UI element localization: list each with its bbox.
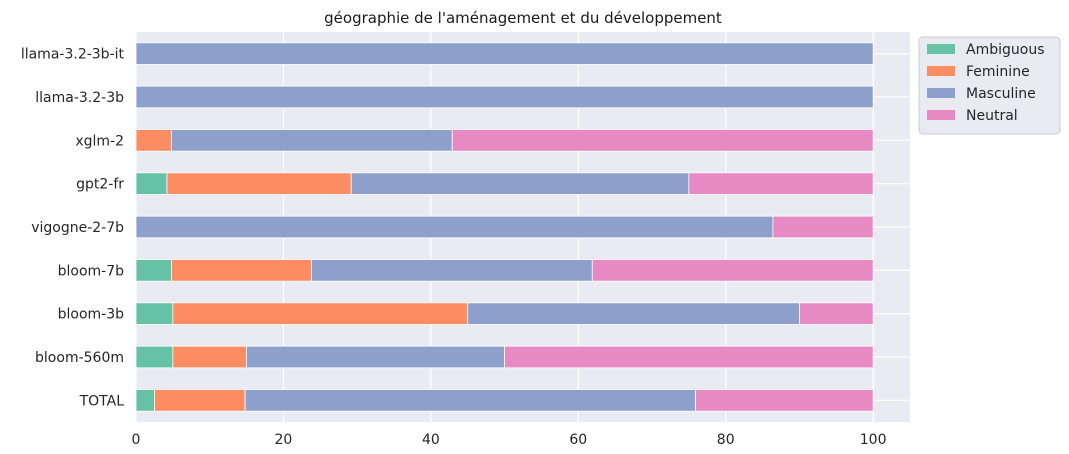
y-tick-label: llama-3.2-3b-it bbox=[21, 47, 125, 63]
y-tick-labels: llama-3.2-3b-it llama-3.2-3b xglm-2 gpt2-fr… bbox=[21, 47, 125, 410]
x-tick-label: 40 bbox=[422, 432, 440, 448]
bar-segment-neutral bbox=[799, 302, 874, 325]
x-tick-label: 60 bbox=[569, 432, 587, 448]
x-tick-label: 80 bbox=[717, 432, 735, 448]
chart-title: géographie de l'aménagement et du dévelo… bbox=[324, 9, 722, 27]
bar-segment-masculine bbox=[170, 129, 453, 152]
bar-segment-neutral bbox=[695, 389, 874, 412]
legend: Ambiguous Feminine Masculine Neutral bbox=[918, 36, 1061, 135]
bar-segment-neutral bbox=[688, 172, 874, 195]
y-tick-label: gpt2-fr bbox=[76, 177, 124, 193]
bar-segment-neutral bbox=[772, 215, 874, 239]
legend-label-ambiguous: Ambiguous bbox=[966, 42, 1044, 58]
bar-segment-ambiguous bbox=[135, 302, 174, 325]
y-tick-label: TOTAL bbox=[79, 393, 125, 409]
legend-label-feminine: Feminine bbox=[966, 64, 1030, 80]
x-tick-labels: 0 20 40 60 80 100 bbox=[132, 432, 887, 448]
bar-segment-neutral bbox=[451, 129, 874, 152]
bar-segment-neutral bbox=[591, 259, 874, 282]
bar-segment-masculine bbox=[467, 302, 800, 325]
legend-label-masculine: Masculine bbox=[966, 86, 1036, 102]
x-tick-label: 100 bbox=[860, 432, 887, 448]
legend-box bbox=[918, 36, 1061, 135]
y-tick-label: vigogne-2-7b bbox=[31, 220, 124, 236]
bar-segment-ambiguous bbox=[135, 259, 172, 282]
legend-swatch-feminine bbox=[927, 66, 955, 76]
bar-segment-masculine bbox=[135, 85, 874, 109]
bar-segment-masculine bbox=[135, 42, 874, 65]
bar-segment-ambiguous bbox=[135, 345, 174, 369]
bar-segment-masculine bbox=[311, 259, 593, 282]
bars bbox=[135, 42, 874, 412]
bar-segment-masculine bbox=[244, 389, 696, 412]
bar-segment-masculine bbox=[135, 215, 774, 239]
bar-segment-feminine bbox=[172, 345, 247, 369]
bar-segment-feminine bbox=[166, 172, 352, 195]
legend-swatch-neutral bbox=[927, 110, 955, 120]
y-tick-label: bloom-7b bbox=[58, 263, 125, 279]
y-tick-label: bloom-3b bbox=[58, 307, 125, 323]
bar-segment-masculine bbox=[350, 172, 690, 195]
y-tick-label: bloom-560m bbox=[35, 350, 124, 366]
bar-segment-feminine bbox=[135, 129, 172, 152]
x-tick-label: 20 bbox=[275, 432, 293, 448]
bar-segment-ambiguous bbox=[135, 172, 168, 195]
bar-segment-feminine bbox=[172, 302, 469, 325]
y-tick-label: llama-3.2-3b bbox=[35, 90, 124, 106]
bar-segment-ambiguous bbox=[135, 389, 155, 412]
bar-segment-masculine bbox=[246, 345, 505, 369]
legend-swatch-ambiguous bbox=[927, 44, 955, 54]
y-tick-label: xglm-2 bbox=[75, 133, 124, 149]
x-tick-label: 0 bbox=[132, 432, 141, 448]
legend-label-neutral: Neutral bbox=[966, 108, 1018, 124]
bar-segment-neutral bbox=[504, 345, 874, 369]
legend-swatch-masculine bbox=[927, 88, 955, 98]
bar-segment-feminine bbox=[170, 259, 312, 282]
bar-segment-feminine bbox=[154, 389, 246, 412]
